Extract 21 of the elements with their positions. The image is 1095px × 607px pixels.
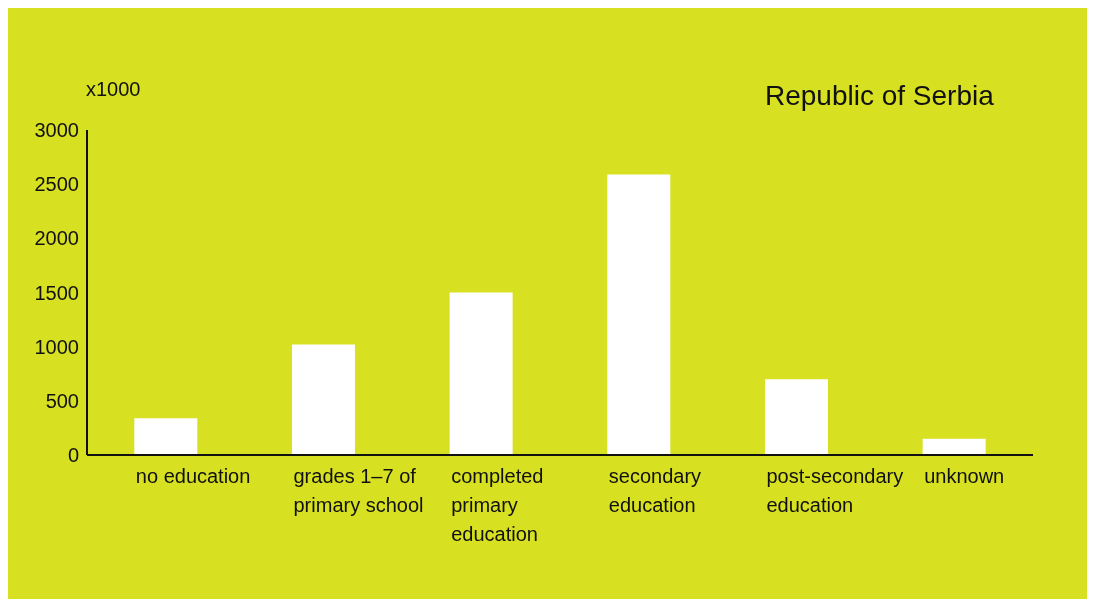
x-tick-label: completed primary education <box>451 465 544 545</box>
x-tick-label: grades 1–7 of primary school <box>293 465 424 516</box>
y-tick-label: 500 <box>45 389 79 412</box>
y-axis-title: x1000 <box>86 78 141 101</box>
bar <box>764 379 828 455</box>
y-tick-label: 1000 <box>34 335 79 358</box>
bar <box>134 418 198 455</box>
bar <box>449 292 513 455</box>
y-tick-label: 0 <box>67 444 79 467</box>
x-tick-label: unknown <box>924 465 1005 487</box>
x-tick-label: post-secondary education <box>766 465 904 516</box>
chart-title: Republic of Serbia <box>765 80 994 112</box>
bar <box>291 344 355 455</box>
y-tick-label: 2500 <box>34 173 79 196</box>
x-tick-label: no education <box>135 465 251 487</box>
bar <box>922 438 986 455</box>
y-tick-label: 3000 <box>34 119 79 142</box>
bar <box>607 174 671 455</box>
y-tick-label: 1500 <box>34 281 79 304</box>
x-tick-label: secondary education <box>608 465 702 516</box>
y-tick-label: 2000 <box>34 227 79 250</box>
